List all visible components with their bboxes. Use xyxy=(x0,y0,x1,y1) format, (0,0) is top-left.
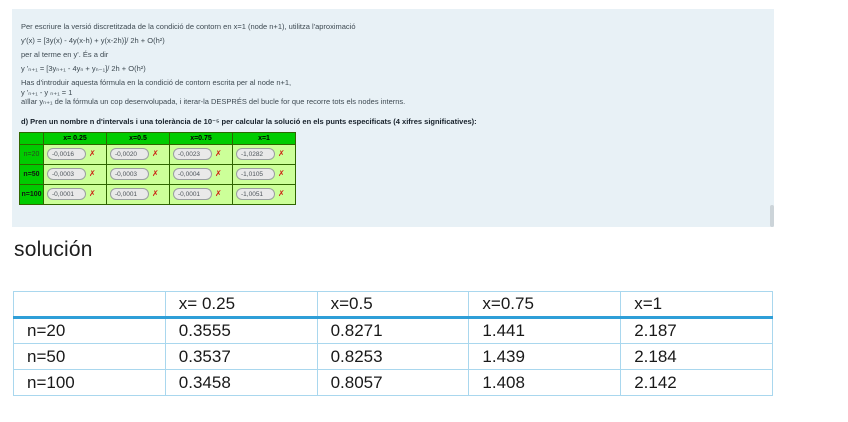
solution-value: 0.3555 xyxy=(164,317,318,344)
answer-grid-row-n100: n=100 ✗ ✗ ✗ ✗ xyxy=(19,183,296,205)
answer-cell: ✗ xyxy=(106,163,170,185)
answer-cell: ✗ xyxy=(106,143,170,165)
formula-discretized: y 'ₙ₊₁ = [3yₙ₊₁ - 4yₙ + yₙ₋₁]/ 2h + O(h²… xyxy=(21,64,146,73)
answer-input-n20-x1[interactable] xyxy=(236,148,275,160)
answer-cell: ✗ xyxy=(169,163,233,185)
solution-value: 2.187 xyxy=(620,317,773,344)
solution-value: 0.8057 xyxy=(316,369,470,396)
answer-cell: ✗ xyxy=(232,143,296,165)
answer-input-n50-x075[interactable] xyxy=(173,168,212,180)
solution-value: 0.3537 xyxy=(164,343,318,370)
solution-table: x= 0.25 x=0.5 x=0.75 x=1 n=20 0.3555 0.8… xyxy=(13,291,773,396)
answer-cell: ✗ xyxy=(169,183,233,205)
answer-grid-table: x= 0.25 x=0.5 x=0.75 x=1 n=20 ✗ ✗ xyxy=(19,131,296,205)
answer-grid-col-header-x05: x=0.5 xyxy=(106,131,170,145)
instruction-line-3: Has d'introduir aquesta fórmula en la co… xyxy=(21,78,292,87)
solution-value: 0.8253 xyxy=(316,343,470,370)
answer-grid-row-n50: n=50 ✗ ✗ ✗ ✗ xyxy=(19,163,296,185)
answer-cell: ✗ xyxy=(106,183,170,205)
exercise-panel: Per escriure la versió discretitzada de … xyxy=(12,9,774,227)
table-row: n=50 0.3537 0.8253 1.439 2.184 xyxy=(13,343,773,370)
answer-grid-row-label-n20: n=20 xyxy=(19,143,44,165)
incorrect-icon: ✗ xyxy=(215,169,222,178)
solution-row-label-n100: n=100 xyxy=(13,369,166,396)
instruction-line-2: per al terme en y'. És a dir xyxy=(21,50,109,59)
answer-input-n50-x025[interactable] xyxy=(47,168,86,180)
instruction-line-4: aïllar yₙ₊₁ de la fórmula un cop desenvo… xyxy=(21,97,406,106)
answer-input-n100-x025[interactable] xyxy=(47,188,86,200)
answer-cell: ✗ xyxy=(169,143,233,165)
scrollbar-thumb[interactable] xyxy=(770,205,774,227)
incorrect-icon: ✗ xyxy=(215,189,222,198)
incorrect-icon: ✗ xyxy=(89,169,96,178)
instruction-line-1: Per escriure la versió discretitzada de … xyxy=(21,22,356,31)
solution-heading: solución xyxy=(14,238,93,261)
answer-cell: ✗ xyxy=(232,183,296,205)
incorrect-icon: ✗ xyxy=(152,169,159,178)
answer-grid-corner-cell xyxy=(19,131,44,145)
solution-value: 0.8271 xyxy=(316,317,470,344)
incorrect-icon: ✗ xyxy=(215,149,222,158)
answer-grid-row-n20: n=20 ✗ ✗ ✗ ✗ xyxy=(19,143,296,165)
solution-value: 0.3458 xyxy=(164,369,318,396)
answer-grid-row-label-n50: n=50 xyxy=(19,163,44,185)
instruction-block: Has d'introduir aquesta fórmula en la co… xyxy=(21,78,764,107)
answer-grid-col-header-x025: x= 0.25 xyxy=(43,131,107,145)
solution-col-header-x025: x= 0.25 xyxy=(164,291,318,319)
solution-value: 1.441 xyxy=(468,317,622,344)
answer-input-n100-x1[interactable] xyxy=(236,188,275,200)
answer-grid-row-label-n100: n=100 xyxy=(19,183,44,205)
solution-col-header-x05: x=0.5 xyxy=(316,291,470,319)
incorrect-icon: ✗ xyxy=(152,149,159,158)
solution-col-header-empty xyxy=(13,291,166,319)
solution-row-label-n50: n=50 xyxy=(13,343,166,370)
answer-input-n50-x1[interactable] xyxy=(236,168,275,180)
solution-value: 2.184 xyxy=(620,343,773,370)
formula-boundary-condition: y 'ₙ₊₁ - y ₙ₊₁ = 1 xyxy=(21,87,73,97)
table-row: n=20 0.3555 0.8271 1.441 2.187 xyxy=(13,317,773,344)
solution-col-header-x075: x=0.75 xyxy=(468,291,622,319)
answer-input-n20-x075[interactable] xyxy=(173,148,212,160)
incorrect-icon: ✗ xyxy=(278,149,285,158)
answer-grid-col-header-x1: x=1 xyxy=(232,131,296,145)
incorrect-icon: ✗ xyxy=(278,189,285,198)
table-row: n=100 0.3458 0.8057 1.408 2.142 xyxy=(13,369,773,396)
answer-grid-col-header-x075: x=0.75 xyxy=(169,131,233,145)
incorrect-icon: ✗ xyxy=(89,189,96,198)
answer-input-n50-x05[interactable] xyxy=(110,168,149,180)
incorrect-icon: ✗ xyxy=(89,149,96,158)
solution-value: 1.439 xyxy=(468,343,622,370)
formula-approximation: y'(x) = [3y(x) - 4y(x-h) + y(x-2h)]/ 2h … xyxy=(21,36,165,45)
answer-input-n20-x025[interactable] xyxy=(47,148,86,160)
solution-table-header-row: x= 0.25 x=0.5 x=0.75 x=1 xyxy=(13,291,773,319)
solution-value: 2.142 xyxy=(620,369,773,396)
answer-input-n100-x05[interactable] xyxy=(110,188,149,200)
solution-value: 1.408 xyxy=(468,369,622,396)
solution-col-header-x1: x=1 xyxy=(620,291,773,319)
answer-input-n20-x05[interactable] xyxy=(110,148,149,160)
answer-cell: ✗ xyxy=(43,143,107,165)
answer-cell: ✗ xyxy=(43,163,107,185)
answer-grid-header-row: x= 0.25 x=0.5 x=0.75 x=1 xyxy=(19,131,296,145)
solution-row-label-n20: n=20 xyxy=(13,317,166,344)
task-d-statement: d) Pren un nombre n d'intervals i una to… xyxy=(21,116,477,126)
incorrect-icon: ✗ xyxy=(152,189,159,198)
answer-cell: ✗ xyxy=(43,183,107,205)
answer-cell: ✗ xyxy=(232,163,296,185)
answer-input-n100-x075[interactable] xyxy=(173,188,212,200)
incorrect-icon: ✗ xyxy=(278,169,285,178)
